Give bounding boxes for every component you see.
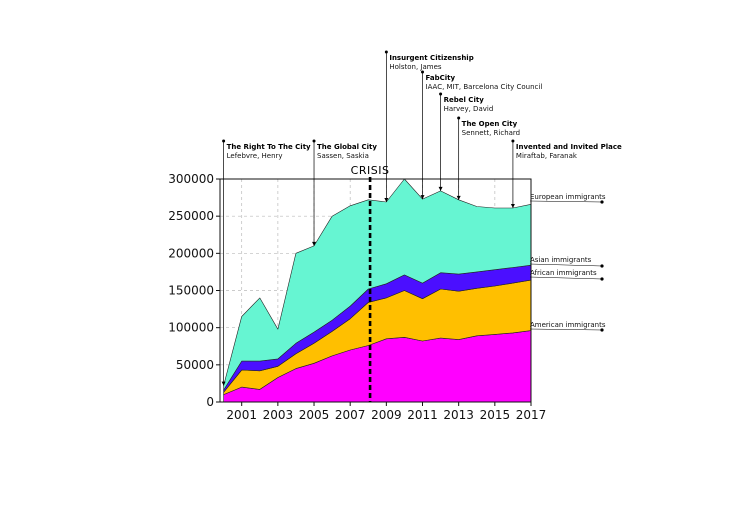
annotation-arrow xyxy=(510,203,515,208)
x-tick-label: 2005 xyxy=(299,408,330,422)
crisis-marker: CRISIS xyxy=(351,164,390,402)
annotation-title: The Open City xyxy=(462,120,518,128)
annotation-dot xyxy=(421,70,425,74)
annotation-author: Sassen, Saskia xyxy=(317,152,369,160)
annotation-dot xyxy=(384,50,388,54)
annotation-arrow xyxy=(312,241,317,246)
y-tick-label: 300000 xyxy=(168,172,214,186)
x-tick-label: 2011 xyxy=(407,408,438,422)
annotation-author: Lefebvre, Henry xyxy=(227,152,283,160)
annotation-title: Insurgent Citizenship xyxy=(389,54,473,62)
series-label-dot xyxy=(600,264,604,268)
series-label-dot xyxy=(600,328,604,332)
x-axis: 2001 2003 2005 2007 2009 2011 2013 2015 2017 xyxy=(226,402,546,422)
y-tick-label: 100000 xyxy=(168,321,214,335)
annotation-dot xyxy=(439,92,443,96)
x-tick-label: 2015 xyxy=(480,408,511,422)
annotation-dot xyxy=(511,139,515,143)
area-layer xyxy=(223,178,532,403)
annotation-author: Holston, James xyxy=(389,63,442,71)
annotation-arrow xyxy=(438,186,443,191)
series-label-line xyxy=(529,328,603,331)
annotation-arrow xyxy=(384,198,389,203)
series-label: European immigrants xyxy=(530,193,606,201)
crisis-label: CRISIS xyxy=(351,164,390,177)
annotation-arrow xyxy=(221,381,226,386)
y-tick-label: 150000 xyxy=(168,284,214,298)
annotation-author: Miraftab, Faranak xyxy=(516,152,578,160)
annotation-title: The Right To The City xyxy=(227,143,311,151)
annotation-arrow xyxy=(420,195,425,200)
x-tick-label: 2013 xyxy=(443,408,474,422)
series-label: African immigrants xyxy=(530,269,597,277)
annotation-arrow xyxy=(456,195,461,200)
y-tick-label: 200000 xyxy=(168,246,214,260)
series-labels: American immigrants African immigrants Asi… xyxy=(529,193,606,332)
annotation-author: Harvey, David xyxy=(444,105,494,113)
series-label-dot xyxy=(600,277,604,281)
x-tick-label: 2001 xyxy=(226,408,257,422)
y-tick-label: 250000 xyxy=(168,209,214,223)
series-label: American immigrants xyxy=(530,321,606,329)
annotation-title: Rebel City xyxy=(444,96,485,104)
series-label: Asian immigrants xyxy=(530,256,592,264)
series-label-line xyxy=(529,263,603,267)
annotation-title: The Global City xyxy=(317,143,377,151)
x-tick-label: 2003 xyxy=(263,408,294,422)
series-label-line xyxy=(529,200,603,203)
annotation-dot xyxy=(222,139,226,143)
x-tick-label: 2017 xyxy=(516,408,547,422)
y-tick-label: 50000 xyxy=(176,358,214,372)
series-label-dot xyxy=(600,200,604,204)
annotation-author: Sennett, Richard xyxy=(462,129,520,137)
y-axis: 0 50000 100000 150000 200000 250000 300000 xyxy=(168,172,220,409)
x-tick-label: 2007 xyxy=(335,408,366,422)
series-label-line xyxy=(529,276,603,280)
y-tick-label: 0 xyxy=(206,395,214,409)
x-tick-label: 2009 xyxy=(371,408,402,422)
annotation-dot xyxy=(312,139,316,143)
annotation-title: Invented and Invited Place xyxy=(516,143,622,151)
annotation-title: FabCity xyxy=(426,74,456,82)
annotation-author: IAAC, MIT, Barcelona City Council xyxy=(426,83,543,91)
annotation-dot xyxy=(457,116,461,120)
